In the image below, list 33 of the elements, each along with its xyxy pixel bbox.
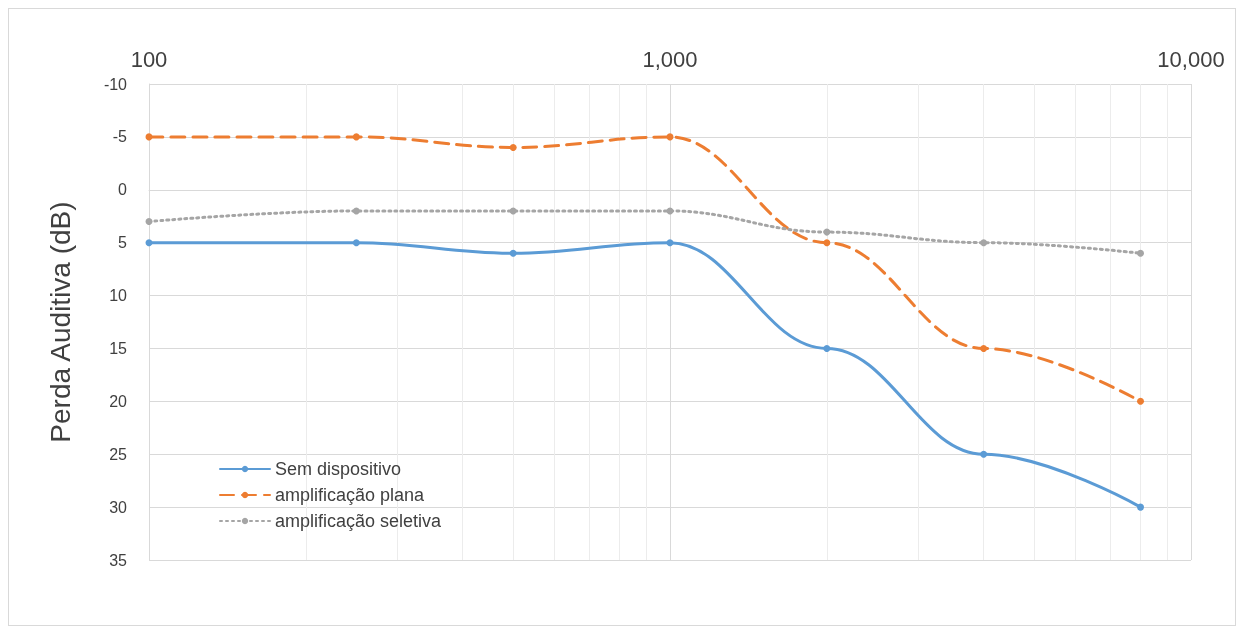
point xyxy=(980,450,988,458)
y-tick-label: 30 xyxy=(109,498,128,516)
x-tick-label: 1,000 xyxy=(642,46,698,72)
y-tick-label: 25 xyxy=(109,445,128,463)
point xyxy=(352,207,360,215)
x-tick-label: 10,000 xyxy=(1157,46,1225,72)
x-tick-label: 100 xyxy=(130,46,168,72)
y-tick-label: 15 xyxy=(109,339,128,357)
y-tick-label: 5 xyxy=(118,234,128,252)
y-axis-title: Perda Auditiva (dB) xyxy=(44,201,76,443)
point xyxy=(1137,249,1145,257)
y-tick-label: 35 xyxy=(109,551,128,569)
legend-label: amplificação plana xyxy=(275,485,426,505)
point xyxy=(509,207,517,215)
point xyxy=(980,239,988,247)
point xyxy=(980,344,988,352)
y-tick-label: -5 xyxy=(112,128,128,146)
legend-label: Sem dispositivo xyxy=(275,459,402,479)
point xyxy=(823,228,831,236)
point xyxy=(823,239,831,247)
y-tick-label: 0 xyxy=(118,181,128,199)
point xyxy=(352,133,360,141)
y-tick-label: 10 xyxy=(109,287,128,305)
point xyxy=(666,239,674,247)
point xyxy=(1137,397,1145,405)
legend-label: amplificação seletiva xyxy=(275,511,443,531)
point xyxy=(823,344,831,352)
y-tick-label: 20 xyxy=(109,392,128,410)
point xyxy=(509,249,517,257)
point xyxy=(1137,503,1145,511)
point xyxy=(509,143,517,151)
y-tick-label: -10 xyxy=(103,75,128,93)
point xyxy=(352,239,360,247)
